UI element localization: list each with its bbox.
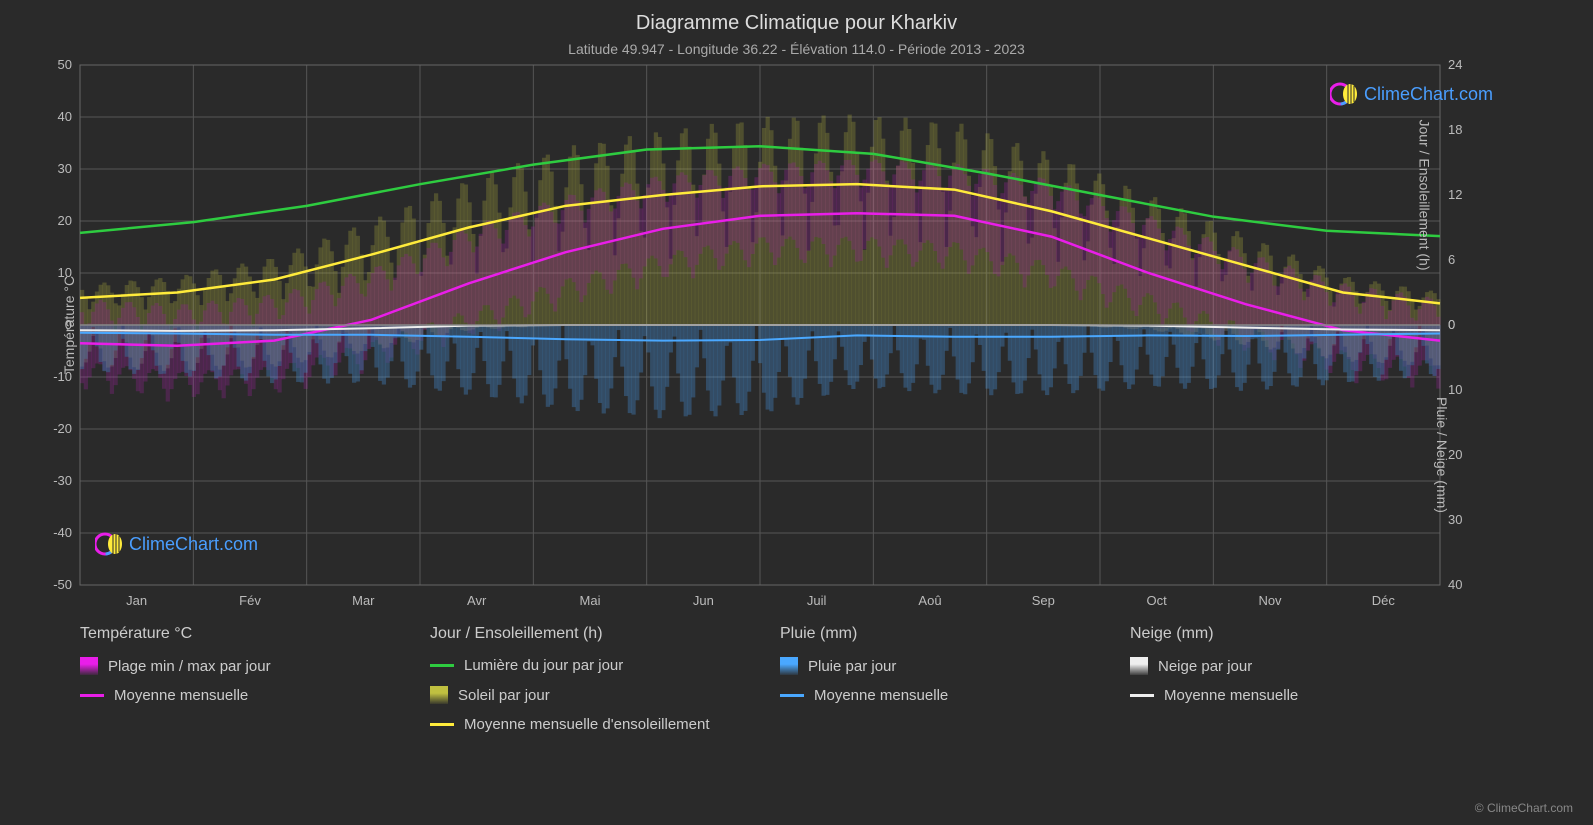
watermark-text: ClimeChart.com [129,534,258,555]
y-axis-right-top-label: Jour / Ensoleillement (h) [1417,120,1433,271]
swatch-daylight-line [430,664,454,667]
chart-title: Diagramme Climatique pour Kharkiv [0,0,1593,35]
svg-text:-40: -40 [53,525,72,540]
legend-label: Moyenne mensuelle [114,687,248,704]
swatch-rain-gradient [780,657,798,675]
watermark-text: ClimeChart.com [1364,84,1493,105]
swatch-sun-gradient [430,686,448,704]
chart-subtitle: Latitude 49.947 - Longitude 36.22 - Élév… [0,35,1593,57]
swatch-rain-line [780,694,804,697]
svg-text:18: 18 [1448,122,1462,137]
swatch-snow-gradient [1130,657,1148,675]
legend-label: Neige par jour [1158,658,1252,675]
svg-text:Nov: Nov [1258,593,1282,608]
y-axis-right-bot-label: Pluie / Neige (mm) [1434,397,1450,513]
legend-sun-day: Soleil par jour [430,686,740,704]
legend-rain-day: Pluie par jour [780,657,1090,675]
legend-temp-col: Température °C Plage min / max par jour … [80,625,390,745]
legend-label: Pluie par jour [808,658,896,675]
legend-day-title: Jour / Ensoleillement (h) [430,625,740,643]
legend-label: Lumière du jour par jour [464,657,623,674]
svg-text:Fév: Fév [239,593,261,608]
watermark-top: ClimeChart.com [1330,80,1493,108]
copyright-text: © ClimeChart.com [1475,801,1573,815]
svg-text:Jun: Jun [693,593,714,608]
swatch-sun-line [430,723,454,726]
svg-text:-50: -50 [53,577,72,592]
svg-text:Juil: Juil [807,593,827,608]
legend-temp-title: Température °C [80,625,390,643]
legend-rain-title: Pluie (mm) [780,625,1090,643]
chart-plot-area: 50403020100-10-20-30-40-5024181260010203… [80,65,1440,585]
svg-text:0: 0 [1448,317,1455,332]
legend-label: Moyenne mensuelle d'ensoleillement [464,716,710,733]
svg-text:30: 30 [58,161,72,176]
svg-text:10: 10 [1448,382,1462,397]
legend-label: Moyenne mensuelle [814,687,948,704]
y-axis-left-label: Température °C [61,276,77,374]
svg-text:20: 20 [1448,447,1462,462]
legend-temp-mean: Moyenne mensuelle [80,687,390,704]
legend-label: Plage min / max par jour [108,658,271,675]
svg-text:Jan: Jan [126,593,147,608]
legend-label: Soleil par jour [458,687,550,704]
legend-rain-col: Pluie (mm) Pluie par jour Moyenne mensue… [780,625,1090,745]
logo-icon [1330,80,1358,108]
svg-text:Avr: Avr [467,593,487,608]
svg-text:Mar: Mar [352,593,375,608]
svg-text:40: 40 [1448,577,1462,592]
legend-label: Moyenne mensuelle [1164,687,1298,704]
svg-text:-30: -30 [53,473,72,488]
legend-rain-mean: Moyenne mensuelle [780,687,1090,704]
svg-text:6: 6 [1448,252,1455,267]
svg-text:50: 50 [58,57,72,72]
legend-snow-col: Neige (mm) Neige par jour Moyenne mensue… [1130,625,1440,745]
legend-day-col: Jour / Ensoleillement (h) Lumière du jou… [430,625,740,745]
legend-temp-range: Plage min / max par jour [80,657,390,675]
svg-text:12: 12 [1448,187,1462,202]
legend-snow-mean: Moyenne mensuelle [1130,687,1440,704]
chart-svg: 50403020100-10-20-30-40-5024181260010203… [80,65,1440,585]
svg-text:40: 40 [58,109,72,124]
swatch-snow-line [1130,694,1154,697]
legend-daylight: Lumière du jour par jour [430,657,740,674]
svg-text:-20: -20 [53,421,72,436]
svg-text:Déc: Déc [1372,593,1396,608]
legend-sun-mean: Moyenne mensuelle d'ensoleillement [430,716,740,733]
svg-text:Oct: Oct [1147,593,1168,608]
svg-text:30: 30 [1448,512,1462,527]
svg-text:Sep: Sep [1032,593,1055,608]
legend: Température °C Plage min / max par jour … [80,625,1440,745]
swatch-temp-gradient [80,657,98,675]
logo-icon [95,530,123,558]
svg-text:20: 20 [58,213,72,228]
swatch-temp-line [80,694,104,697]
legend-snow-title: Neige (mm) [1130,625,1440,643]
legend-snow-day: Neige par jour [1130,657,1440,675]
watermark-bottom: ClimeChart.com [95,530,258,558]
svg-text:Aoû: Aoû [918,593,941,608]
svg-text:24: 24 [1448,57,1462,72]
svg-text:Mai: Mai [580,593,601,608]
